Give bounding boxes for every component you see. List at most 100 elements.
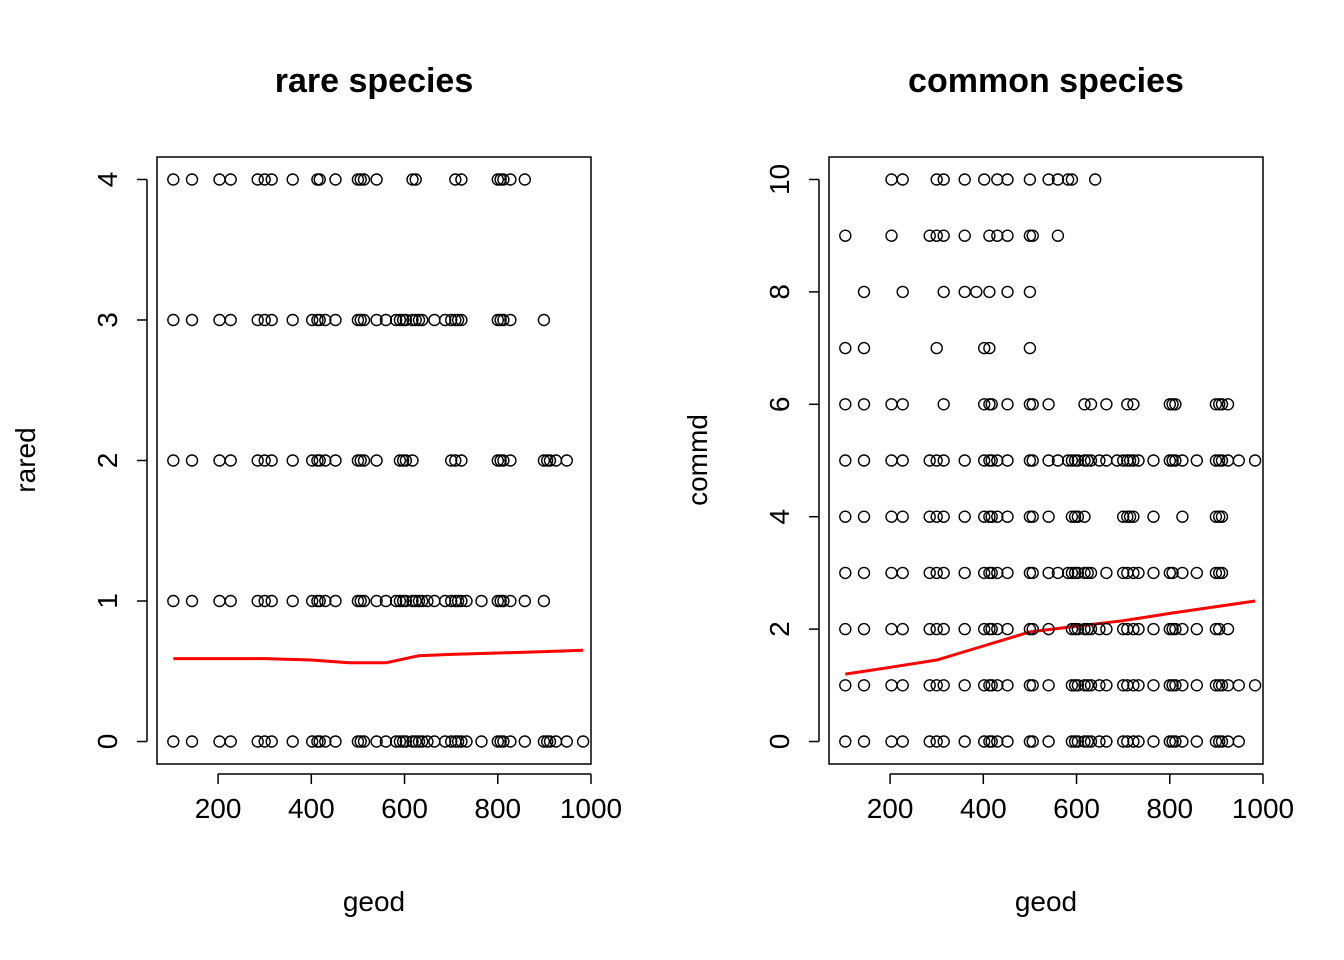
common-species-data-point [937, 622, 950, 636]
common-species-data-point [1132, 679, 1145, 692]
common-species-data-point [1023, 285, 1037, 299]
common-species-data-point [1215, 566, 1229, 580]
rare-species-data-point [286, 173, 299, 186]
common-species-data-point [1147, 679, 1160, 692]
common-species-data-point [985, 679, 998, 692]
common-species-data-point [923, 454, 936, 467]
common-species-data-point [1071, 735, 1085, 748]
common-species-data-point [1078, 735, 1091, 748]
common-species-data-point [1123, 510, 1137, 523]
common-species-data-point [1147, 566, 1160, 580]
rare-species-data-point [370, 454, 383, 467]
common-species-y-tick-label: 4 [764, 509, 795, 525]
rare-species-data-point [251, 735, 264, 748]
common-species-data-point [1026, 398, 1039, 411]
rare-species-data-point [251, 454, 264, 467]
common-species-data-point [1042, 454, 1055, 467]
common-species-data-point [985, 622, 998, 636]
rare-species-data-point [497, 735, 510, 748]
common-species-data-point [930, 679, 943, 692]
rare-species-data-point [224, 594, 237, 608]
rare-species-data-point [319, 594, 332, 608]
common-species-data-point [991, 622, 1004, 636]
common-species-data-point [1023, 173, 1037, 186]
common-species-data-point [991, 735, 1004, 748]
rare-species-data-point [445, 454, 458, 467]
rare-species-data-point [213, 735, 226, 748]
common-species-data-point [857, 566, 871, 580]
common-species-data-point [1127, 679, 1140, 692]
common-species-data-point [1215, 454, 1229, 467]
common-species-data-point [1166, 566, 1179, 580]
common-species-data-point [1084, 735, 1098, 748]
rare-species-data-point [406, 313, 419, 327]
rare-species-data-point [306, 313, 319, 327]
common-species-data-point [930, 229, 943, 242]
common-species-data-point [958, 229, 971, 242]
common-species-data-point [991, 454, 1004, 467]
common-species-data-point [896, 398, 909, 411]
rare-species-data-point [537, 454, 551, 467]
common-species-data-point [1100, 735, 1113, 748]
rare-species-data-point [455, 594, 468, 608]
common-species-data-point [839, 341, 852, 355]
rare-species-data-point [313, 454, 326, 467]
common-species-data-point [1001, 229, 1014, 242]
common-species-data-point [923, 679, 936, 692]
rare-species-data-point [354, 454, 367, 467]
rare-species-data-point [428, 735, 441, 748]
common-species-data-point [1051, 566, 1065, 580]
common-species-points [839, 173, 1262, 748]
common-species-data-point [1127, 454, 1140, 467]
common-species-data-point [985, 510, 998, 523]
common-species-data-point [1093, 622, 1106, 636]
rare-species-y-tick-label: 1 [92, 593, 123, 609]
common-species-data-point [958, 735, 971, 748]
common-species-data-point [1169, 679, 1182, 692]
rare-species-data-point [251, 173, 264, 186]
rare-species-x-tick-label: 200 [195, 793, 242, 824]
common-species-data-point [1176, 454, 1189, 467]
rare-species-data-point [504, 173, 517, 186]
common-species-data-point [1042, 735, 1055, 748]
common-species-data-point [930, 173, 943, 186]
common-species-data-point [1071, 622, 1085, 636]
rare-species-points [167, 173, 590, 748]
rare-species-data-point [185, 173, 199, 186]
common-species-data-point [937, 173, 950, 186]
common-species-data-point [1026, 454, 1039, 467]
rare-species-data-point [258, 454, 271, 467]
common-species-data-point [970, 285, 983, 299]
common-species-y-tick-label: 8 [764, 284, 795, 300]
common-species-data-point [923, 229, 936, 242]
common-species-data-point [958, 510, 971, 523]
rare-species-data-point [475, 594, 488, 608]
rare-species-x-tick-label: 400 [288, 793, 335, 824]
common-species-data-point [1248, 679, 1262, 692]
rare-species-data-point [185, 454, 199, 467]
common-species-data-point [1061, 173, 1075, 186]
common-species-data-point [1116, 510, 1130, 523]
common-species-data-point [937, 510, 950, 523]
common-species-data-point [978, 679, 991, 692]
common-species-data-point [1065, 173, 1079, 186]
rare-species-data-point [379, 594, 393, 608]
rare-species-data-point [543, 454, 557, 467]
common-species-data-point [1209, 566, 1223, 580]
rare-species-trend [173, 648, 584, 665]
common-species-data-point [1051, 454, 1065, 467]
rare-species-data-point [306, 735, 319, 748]
common-species-data-point [930, 510, 943, 523]
common-species-data-point [857, 398, 871, 411]
rare-species-data-point [445, 594, 458, 608]
common-species-data-point [857, 510, 871, 523]
rare-species-data-point [504, 735, 517, 748]
rare-species-data-point [438, 313, 452, 327]
rare-species-data-point [258, 173, 271, 186]
common-species-data-point [1100, 454, 1113, 467]
rare-species-data-point [313, 735, 326, 748]
rare-species-data-point [412, 313, 426, 327]
common-species-data-point [958, 622, 971, 636]
common-species-data-point [1209, 510, 1223, 523]
common-species-data-point [1001, 285, 1014, 299]
